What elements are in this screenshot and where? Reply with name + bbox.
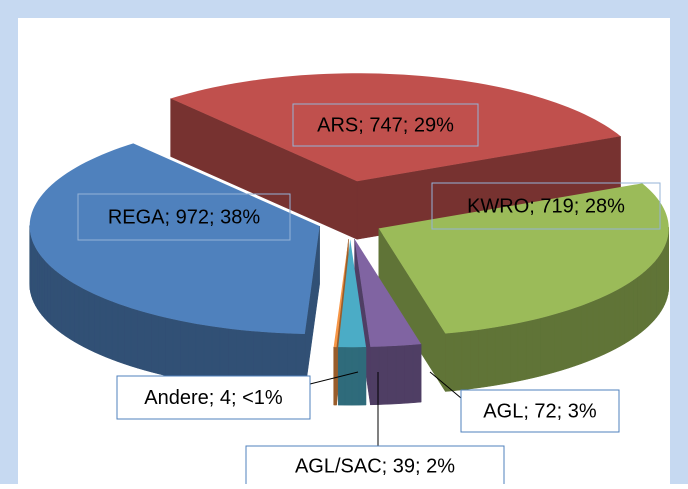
data-label: ARS; 747; 29%: [317, 114, 454, 136]
slice-side: [354, 238, 422, 406]
data-label: AGL/SAC; 39; 2%: [295, 455, 455, 477]
label-box: [460, 389, 620, 433]
labels: ARS; 747; 29% KWRO; 719; 28% AGL; 72; 3% AG…: [77, 103, 661, 487]
label-box: [245, 445, 505, 487]
slice-side: [378, 227, 669, 393]
data-label: AGL; 72; 3%: [483, 400, 597, 422]
slice: [378, 183, 669, 334]
slice: [29, 143, 320, 334]
slices: [29, 73, 669, 406]
label-box: [292, 103, 479, 147]
data-label: KWRO; 719; 28%: [467, 195, 625, 217]
label-box: [77, 193, 291, 241]
slice: [333, 239, 349, 348]
leader-line: [309, 371, 359, 385]
slice: [354, 239, 422, 347]
slice: [170, 73, 621, 182]
data-label: Andere; 4; <1%: [144, 387, 283, 409]
leader-line: [429, 371, 462, 399]
slice-side: [337, 346, 367, 406]
data-label: REGA; 972; 38%: [108, 206, 261, 228]
label-box: [116, 375, 311, 420]
label-box: [431, 182, 661, 230]
slice: [338, 239, 367, 348]
